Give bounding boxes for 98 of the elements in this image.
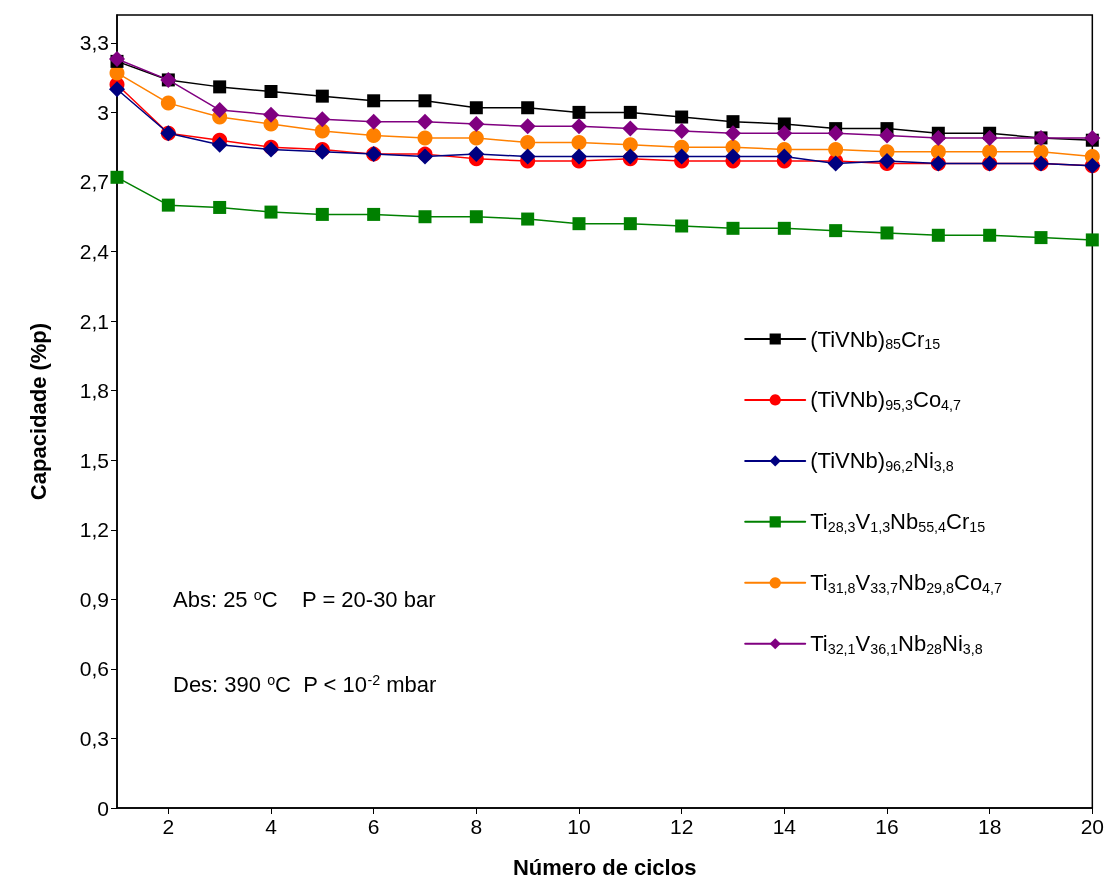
x-axis-title: Número de ciclos xyxy=(512,854,697,880)
point xyxy=(570,148,587,165)
point xyxy=(519,118,536,135)
x-tick-label: 18 xyxy=(977,815,1002,838)
point xyxy=(1085,233,1099,247)
point xyxy=(366,128,382,144)
y-tick-label: 2,4 xyxy=(79,240,110,264)
y-tick-label: 0,3 xyxy=(79,726,109,750)
point xyxy=(673,148,690,165)
x-tick-label: 6 xyxy=(367,815,380,838)
point xyxy=(880,226,894,240)
point xyxy=(827,125,844,142)
point xyxy=(469,101,483,115)
point xyxy=(521,212,535,226)
point xyxy=(161,198,175,212)
point xyxy=(213,80,227,94)
legend-label: Ti28,3V1,3Nb55,4Cr15 xyxy=(810,509,986,535)
point xyxy=(211,136,228,153)
point xyxy=(623,217,637,231)
point xyxy=(314,123,330,139)
point xyxy=(264,205,278,219)
x-tick-label: 2 xyxy=(162,815,175,838)
y-tick-label: 2,7 xyxy=(79,170,109,194)
y-tick-label: 3,3 xyxy=(79,31,109,55)
point xyxy=(519,148,536,165)
point xyxy=(417,113,433,130)
point xyxy=(468,146,485,163)
point xyxy=(314,111,331,128)
point xyxy=(110,170,124,184)
y-axis-title: Capacidade (%p) xyxy=(25,322,51,501)
point xyxy=(622,137,638,153)
point xyxy=(623,105,637,119)
point xyxy=(572,105,586,119)
point xyxy=(211,102,228,119)
x-tick-label: 10 xyxy=(567,815,591,838)
point xyxy=(469,210,483,224)
legend-label: Ti32,1V36,1Nb28Ni3,8 xyxy=(810,631,983,657)
point xyxy=(365,113,382,130)
point xyxy=(1033,144,1049,160)
point xyxy=(418,94,432,108)
point xyxy=(724,125,741,142)
point xyxy=(417,130,433,146)
point xyxy=(675,110,689,124)
point xyxy=(776,125,793,142)
x-tick-label: 4 xyxy=(265,815,278,838)
point xyxy=(213,200,227,214)
point xyxy=(983,228,997,242)
y-tick-label: 1,8 xyxy=(79,379,109,403)
x-tick-label: 16 xyxy=(875,815,899,838)
legend-label: Ti31,8V33,7Nb29,8Co4,7 xyxy=(810,570,1003,596)
point xyxy=(622,120,639,137)
point xyxy=(263,106,279,123)
y-tick-label: 0,6 xyxy=(79,657,109,681)
point xyxy=(521,101,535,115)
x-tick-label: 8 xyxy=(470,815,483,838)
y-tick-label: 3 xyxy=(97,100,109,124)
point xyxy=(675,219,689,233)
point xyxy=(981,129,998,146)
point xyxy=(930,144,946,160)
point xyxy=(315,89,329,103)
point xyxy=(931,228,945,242)
point xyxy=(878,127,895,144)
point xyxy=(1084,129,1101,146)
x-tick-label: 20 xyxy=(1080,815,1104,838)
point xyxy=(1034,231,1048,245)
y-tick-label: 0,9 xyxy=(79,587,109,611)
point xyxy=(982,144,998,160)
point xyxy=(726,221,740,235)
legend-label: (TiVNb)85Cr15 xyxy=(810,326,941,352)
point xyxy=(468,130,484,146)
point xyxy=(570,118,587,135)
point xyxy=(520,135,536,151)
point xyxy=(315,207,329,221)
point xyxy=(160,95,176,111)
point xyxy=(571,135,587,151)
point xyxy=(418,210,432,224)
point xyxy=(673,122,690,139)
point xyxy=(828,141,844,157)
y-tick-label: 1,5 xyxy=(79,448,109,472)
point xyxy=(776,148,793,165)
point xyxy=(367,94,381,108)
point xyxy=(264,85,278,99)
legend-label: (TiVNb)96,2Ni3,8 xyxy=(810,448,954,474)
point xyxy=(468,115,485,132)
point xyxy=(572,217,586,231)
point xyxy=(724,148,741,165)
point xyxy=(829,224,843,238)
y-tick-label: 1,2 xyxy=(79,518,109,542)
point xyxy=(930,129,947,146)
point xyxy=(777,221,791,235)
y-tick-label: 0 xyxy=(97,796,109,820)
x-tick-label: 14 xyxy=(772,815,797,838)
x-tick-label: 12 xyxy=(669,815,694,838)
point xyxy=(109,81,125,98)
legend-label: (TiVNb)95,3Co4,7 xyxy=(810,387,962,413)
y-tick-label: 2,1 xyxy=(79,309,109,333)
point xyxy=(367,207,381,221)
point xyxy=(726,115,740,129)
